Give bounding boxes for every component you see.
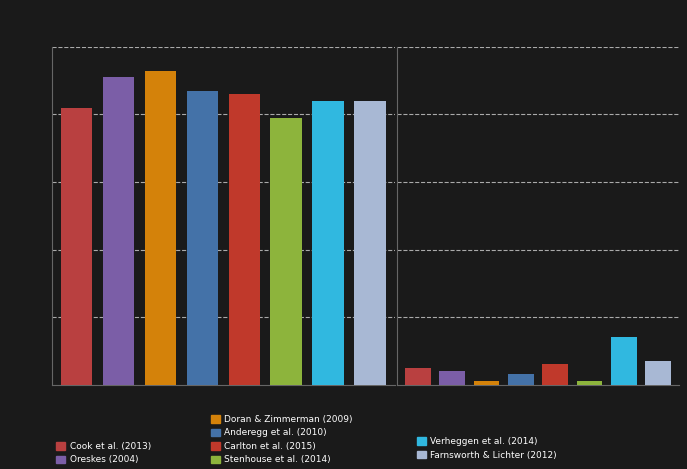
Bar <box>611 337 637 385</box>
Bar <box>405 368 431 385</box>
Bar <box>508 374 534 385</box>
Bar <box>542 364 568 385</box>
Bar <box>103 77 134 385</box>
Bar <box>439 371 465 385</box>
Bar <box>354 101 385 385</box>
Bar <box>271 118 302 385</box>
Legend: Verheggen et al. (2014), Farnsworth & Lichter (2012): Verheggen et al. (2014), Farnsworth & Li… <box>417 437 557 460</box>
Bar <box>576 381 602 385</box>
Bar <box>145 70 176 385</box>
Bar <box>61 108 92 385</box>
Legend: Cook et al. (2013), Oreskes (2004): Cook et al. (2013), Oreskes (2004) <box>56 442 151 464</box>
Bar <box>645 361 671 385</box>
Legend: Doran & Zimmerman (2009), Anderegg et al. (2010), Carlton et al. (2015), Stenhou: Doran & Zimmerman (2009), Anderegg et al… <box>211 415 352 464</box>
Bar <box>229 94 260 385</box>
Bar <box>473 381 499 385</box>
Bar <box>313 101 344 385</box>
Bar <box>187 91 218 385</box>
